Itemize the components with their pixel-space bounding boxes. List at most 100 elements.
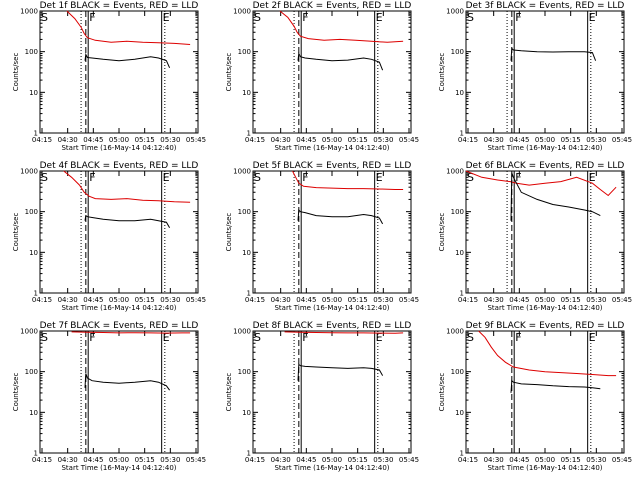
panel-title: Det 5f BLACK = Events, RED = LLD: [253, 161, 412, 171]
x-tick-label: 05:15: [348, 456, 368, 464]
marker-s: S: [254, 331, 261, 344]
y-tick-label: 1: [247, 450, 251, 458]
plot-frame: [252, 330, 412, 454]
marker-f: F: [302, 171, 308, 184]
x-tick-label: 04:30: [484, 456, 504, 464]
x-tick-label: 05:45: [186, 296, 206, 304]
events-series-line: [510, 172, 601, 221]
y-tick-label: 10: [455, 409, 464, 417]
y-tick-label: 1: [247, 290, 251, 298]
y-tick-label: 1: [34, 290, 38, 298]
marker-f: F: [515, 11, 521, 24]
x-tick-label: 05:45: [612, 136, 632, 144]
x-tick-label: 05:15: [561, 296, 581, 304]
panel-title: Det 6f BLACK = Events, RED = LLD: [466, 161, 625, 171]
x-tick-label: 05:00: [322, 136, 342, 144]
panel-det-8: Det 8f BLACK = Events, RED = LLD 1 10 100 10…: [225, 321, 419, 472]
x-tick-label: 04:45: [296, 456, 316, 464]
y-tick-label: 10: [29, 249, 38, 257]
lld-series-line: [66, 10, 191, 45]
y-axis-label: Counts/sec: [12, 373, 20, 412]
marker-s: S: [254, 171, 261, 184]
events-series-line: [510, 47, 597, 61]
y-tick-label: 100: [451, 48, 464, 56]
x-tick-label: 04:15: [245, 456, 265, 464]
y-tick-label: 1: [247, 130, 251, 138]
events-series-line: [297, 363, 384, 381]
panel-det-2: Det 2f BLACK = Events, RED = LLD 1 10 100 10…: [225, 1, 419, 152]
x-tick-label: 04:30: [271, 296, 291, 304]
y-tick-label: 1: [460, 130, 464, 138]
x-tick-label: 05:45: [399, 136, 419, 144]
x-tick-label: 05:15: [348, 296, 368, 304]
lld-series-line: [284, 331, 404, 334]
marker-e: E: [589, 11, 596, 24]
marker-f: F: [302, 331, 308, 344]
x-axis-label: Start Time (16-May-14 04:12:40): [274, 144, 389, 152]
x-tick-label: 04:45: [509, 456, 529, 464]
y-tick-label: 1000: [446, 8, 464, 16]
y-tick-label: 100: [25, 208, 38, 216]
y-tick-label: 1000: [233, 8, 251, 16]
marker-f: F: [302, 11, 308, 24]
x-tick-label: 05:30: [160, 456, 180, 464]
x-axis-label: Start Time (16-May-14 04:12:40): [487, 304, 602, 312]
y-tick-label: 1000: [20, 328, 38, 336]
x-tick-label: 05:00: [109, 296, 129, 304]
panel-det-7: Det 7f BLACK = Events, RED = LLD 1 10 100 10…: [12, 321, 206, 472]
x-tick-label: 04:45: [83, 456, 103, 464]
x-tick-label: 04:30: [484, 296, 504, 304]
marker-e: E: [163, 171, 170, 184]
marker-f: F: [515, 171, 521, 184]
y-axis-label: Counts/sec: [225, 53, 233, 92]
x-tick-label: 05:30: [586, 136, 606, 144]
panel-title: Det 4f BLACK = Events, RED = LLD: [40, 161, 199, 171]
marker-e: E: [376, 11, 383, 24]
lld-series-line: [465, 170, 617, 197]
x-tick-label: 05:15: [561, 136, 581, 144]
marker-s: S: [41, 171, 48, 184]
x-tick-label: 05:15: [135, 136, 155, 144]
y-tick-label: 1000: [446, 168, 464, 176]
x-tick-label: 05:30: [586, 456, 606, 464]
x-tick-label: 05:30: [373, 456, 393, 464]
y-tick-label: 1: [460, 290, 464, 298]
panel-det-4: Det 4f BLACK = Events, RED = LLD 1 10 100 10…: [12, 161, 206, 312]
y-tick-label: 10: [242, 249, 251, 257]
lld-series-line: [63, 170, 191, 203]
marker-f: F: [89, 11, 95, 24]
y-tick-label: 100: [451, 368, 464, 376]
y-tick-label: 100: [451, 208, 464, 216]
x-axis-label: Start Time (16-May-14 04:12:40): [274, 304, 389, 312]
x-tick-label: 05:00: [109, 136, 129, 144]
x-tick-label: 04:45: [296, 296, 316, 304]
panel-title: Det 7f BLACK = Events, RED = LLD: [40, 321, 199, 331]
x-axis-label: Start Time (16-May-14 04:12:40): [61, 464, 176, 472]
y-axis-label: Counts/sec: [438, 213, 446, 252]
y-tick-label: 10: [29, 89, 38, 97]
x-tick-label: 05:45: [612, 456, 632, 464]
x-tick-label: 05:00: [322, 456, 342, 464]
x-tick-label: 05:30: [160, 136, 180, 144]
x-tick-label: 05:00: [322, 296, 342, 304]
y-tick-label: 100: [25, 368, 38, 376]
y-tick-label: 10: [455, 89, 464, 97]
y-axis-label: Counts/sec: [12, 213, 20, 252]
x-tick-label: 05:45: [186, 136, 206, 144]
lld-series-line: [478, 330, 617, 377]
panel-title: Det 2f BLACK = Events, RED = LLD: [253, 1, 412, 11]
y-axis-label: Counts/sec: [438, 373, 446, 412]
panel-det-9: Det 9f BLACK = Events, RED = LLD 1 10 100 10…: [438, 321, 632, 472]
x-axis-label: Start Time (16-May-14 04:12:40): [487, 464, 602, 472]
marker-s: S: [254, 11, 261, 24]
x-tick-label: 05:45: [612, 296, 632, 304]
panel-title: Det 3f BLACK = Events, RED = LLD: [466, 1, 625, 11]
x-tick-label: 04:45: [296, 136, 316, 144]
panel-det-3: Det 3f BLACK = Events, RED = LLD 1 10 100 10…: [438, 1, 632, 152]
plot-frame: [39, 330, 199, 454]
y-tick-label: 1000: [20, 168, 38, 176]
events-series-line: [84, 214, 171, 229]
x-tick-label: 05:45: [399, 296, 419, 304]
y-tick-label: 10: [242, 89, 251, 97]
x-axis-label: Start Time (16-May-14 04:12:40): [487, 144, 602, 152]
